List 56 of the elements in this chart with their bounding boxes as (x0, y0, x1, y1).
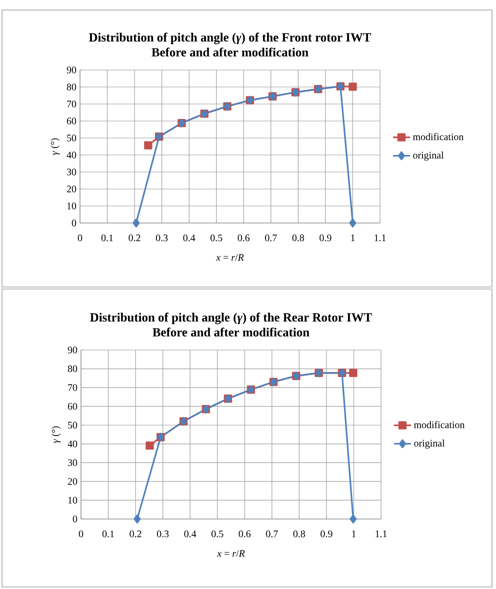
y-tick-label: 60 (68, 402, 78, 410)
x-tick-label: 0.4 (183, 234, 196, 242)
x-tick-label: 0 (78, 530, 84, 538)
y-tick-label: 90 (66, 66, 76, 74)
x-tick-label: 1.1 (376, 530, 387, 538)
y-tick-label: 40 (66, 152, 76, 158)
x-tick-label: 0.1 (102, 530, 114, 538)
x-tick-label: 0.5 (210, 234, 222, 242)
x-tick-label: 0.3 (156, 234, 168, 242)
y-tick-label: 50 (68, 422, 78, 428)
x-tick-label: 0.2 (130, 530, 142, 538)
y-tick-label: 40 (68, 440, 78, 448)
legend-label: modification (414, 421, 465, 428)
x-tick-label: 0.9 (320, 234, 332, 242)
x-tick-label: 0.6 (238, 530, 251, 538)
y-tick-label: 80 (68, 365, 78, 372)
x-tick-label: 0.3 (156, 530, 169, 538)
y-tick-label: 80 (66, 84, 76, 90)
y-axis-title: γ (°) (52, 426, 61, 443)
y-tick-label: 90 (68, 346, 78, 354)
legend-label: modification (412, 133, 464, 140)
chart-subtitle: Before and after modification (152, 328, 310, 337)
x-tick-label: 0.8 (292, 234, 304, 242)
y-tick-label: 20 (68, 478, 78, 485)
x-tick-label: 1 (352, 530, 356, 538)
y-tick-label: 10 (68, 496, 78, 504)
x-tick-label: 0.2 (128, 234, 140, 242)
x-axis-title: x = r/R (216, 550, 245, 557)
x-tick-label: 1 (351, 234, 355, 242)
x-tick-label: 0 (78, 234, 82, 242)
y-tick-label: 50 (67, 134, 76, 142)
legend-label: original (414, 440, 445, 449)
y-tick-label: 20 (66, 186, 76, 192)
x-tick-label: 0.6 (238, 234, 250, 242)
chart-title: Distribution of pitch angle (γ) of the Front rotor IWT (88, 32, 372, 44)
x-tick-label: 1.1 (374, 234, 386, 242)
chart-title: Distribution of pitch angle (γ) of the Rear Rotor IWT (90, 312, 372, 324)
x-tick-label: 0.5 (212, 530, 224, 538)
y-tick-label: 0 (72, 220, 76, 226)
chart-subtitle: Before and after modification (152, 48, 308, 57)
legend-label: original (413, 152, 444, 161)
x-tick-label: 0.4 (184, 530, 196, 538)
x-tick-label: 0.9 (320, 530, 332, 538)
x-tick-label: 0.7 (266, 530, 278, 538)
y-tick-label: 70 (68, 384, 78, 391)
y-tick-label: 0 (72, 516, 78, 522)
y-axis-title: γ (°) (50, 138, 60, 155)
x-tick-label: 0.1 (101, 234, 113, 242)
y-tick-label: 10 (67, 202, 76, 210)
y-tick-label: 60 (66, 118, 76, 124)
y-tick-label: 30 (68, 459, 78, 466)
x-tick-label: 0.7 (265, 234, 277, 242)
x-tick-label: 0.8 (293, 530, 306, 538)
y-tick-label: 30 (67, 168, 76, 176)
y-tick-label: 70 (67, 100, 76, 108)
x-axis-title: x = r/R (216, 254, 244, 261)
